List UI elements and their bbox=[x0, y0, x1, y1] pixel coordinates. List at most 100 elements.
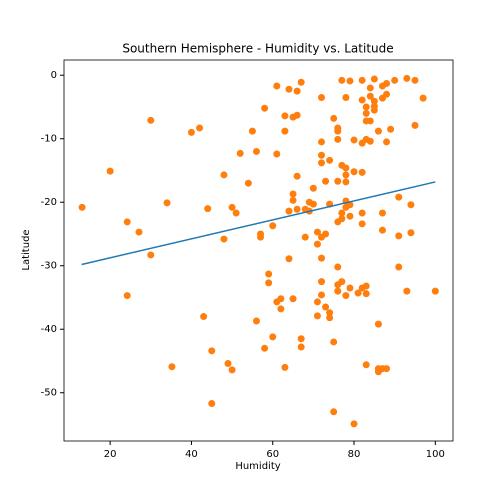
scatter-point bbox=[334, 177, 342, 185]
scatter-point bbox=[273, 82, 281, 90]
scatter-point bbox=[419, 94, 427, 102]
scatter-point bbox=[326, 309, 334, 317]
scatter-point bbox=[346, 284, 354, 292]
x-tick-label: 100 bbox=[426, 449, 445, 460]
y-tick-label: -50 bbox=[41, 388, 57, 399]
y-tick-label: -20 bbox=[41, 197, 57, 208]
scatter-point bbox=[411, 76, 419, 84]
scatter-point bbox=[313, 312, 321, 320]
scatter-point bbox=[362, 103, 370, 111]
scatter-point bbox=[269, 222, 277, 230]
regression-line bbox=[81, 181, 436, 266]
scatter-point bbox=[289, 196, 297, 204]
scatter-point bbox=[252, 147, 260, 155]
scatter-point bbox=[318, 278, 326, 286]
y-tick-label: 0 bbox=[51, 70, 57, 81]
scatter-point bbox=[293, 172, 301, 180]
scatter-point bbox=[106, 167, 114, 175]
scatter-point bbox=[342, 292, 350, 300]
scatter-point bbox=[200, 313, 208, 321]
scatter-point bbox=[350, 136, 358, 144]
scatter-point bbox=[123, 218, 131, 226]
scatter-point bbox=[383, 138, 391, 146]
scatter-point bbox=[342, 164, 350, 172]
scatter-point bbox=[391, 76, 399, 84]
scatter-point bbox=[318, 159, 326, 167]
scatter-point bbox=[358, 168, 366, 176]
scatter-point bbox=[366, 92, 374, 100]
chart-title: Southern Hemisphere - Humidity vs. Latit… bbox=[122, 42, 393, 56]
scatter-point bbox=[334, 263, 342, 271]
scatter-point bbox=[265, 279, 273, 287]
scatter-point bbox=[281, 363, 289, 371]
scatter-point bbox=[334, 135, 342, 143]
y-tick-label: -40 bbox=[41, 324, 57, 335]
scatter-point bbox=[342, 93, 350, 101]
scatter-point bbox=[378, 226, 386, 234]
scatter-point bbox=[220, 171, 228, 179]
scatter-point bbox=[78, 203, 86, 211]
scatter-point bbox=[297, 78, 305, 86]
scatter-point bbox=[187, 128, 195, 136]
scatter-point bbox=[285, 255, 293, 263]
scatter-point bbox=[313, 228, 321, 236]
scatter-point bbox=[358, 209, 366, 217]
scatter-point bbox=[395, 232, 403, 240]
scatter-point bbox=[407, 201, 415, 209]
scatter-point bbox=[366, 117, 374, 125]
y-axis-label: Latitude bbox=[21, 229, 32, 270]
scatter-point bbox=[277, 305, 285, 313]
scatter-point bbox=[208, 347, 216, 355]
scatter-point bbox=[281, 112, 289, 120]
scatter-point bbox=[338, 215, 346, 223]
scatter-point bbox=[342, 178, 350, 186]
scatter-point bbox=[228, 203, 236, 211]
scatter-point bbox=[261, 344, 269, 352]
scatter-point bbox=[374, 320, 382, 328]
scatter-point bbox=[281, 127, 289, 135]
scatter-point bbox=[403, 287, 411, 295]
scatter-point bbox=[318, 138, 326, 146]
scatter-point bbox=[403, 74, 411, 82]
scatter-point bbox=[330, 338, 338, 346]
y-tick-label: -30 bbox=[41, 261, 57, 272]
scatter-point bbox=[362, 361, 370, 369]
scatter-point bbox=[277, 295, 285, 303]
scatter-point bbox=[338, 209, 346, 217]
scatter-point bbox=[350, 420, 358, 428]
x-tick-label: 80 bbox=[348, 449, 361, 460]
scatter-point bbox=[362, 282, 370, 290]
scatter-point bbox=[326, 156, 334, 164]
x-tick-label: 20 bbox=[104, 449, 117, 460]
scatter-point bbox=[330, 114, 338, 122]
scatter-point bbox=[232, 209, 240, 217]
scatter-point bbox=[366, 137, 374, 145]
scatter-point bbox=[366, 84, 374, 92]
scatter-point bbox=[358, 76, 366, 84]
scatter-point bbox=[374, 127, 382, 135]
scatter-point bbox=[208, 400, 216, 408]
scatter-point bbox=[318, 93, 326, 101]
scatter-point bbox=[309, 184, 317, 192]
scatter-point bbox=[163, 199, 171, 207]
scatter-point bbox=[322, 230, 330, 238]
scatter-point bbox=[407, 229, 415, 237]
scatter-point bbox=[431, 287, 439, 295]
scatter-point bbox=[252, 317, 260, 325]
scatter-point bbox=[338, 278, 346, 286]
scatter-point bbox=[261, 104, 269, 112]
scatter-point bbox=[395, 193, 403, 201]
scatter-point bbox=[330, 408, 338, 416]
scatter-point bbox=[135, 228, 143, 236]
scatter-point bbox=[387, 125, 395, 133]
scatter-point bbox=[318, 291, 326, 299]
scatter-point bbox=[362, 109, 370, 117]
scatter-point bbox=[293, 87, 301, 95]
scatter-point bbox=[383, 365, 391, 373]
scatter-point bbox=[257, 233, 265, 241]
scatter-point bbox=[293, 205, 301, 213]
scatter-point bbox=[395, 263, 403, 271]
scatter-point bbox=[334, 287, 342, 295]
x-tick-label: 60 bbox=[266, 449, 279, 460]
scatter-point bbox=[370, 106, 378, 114]
